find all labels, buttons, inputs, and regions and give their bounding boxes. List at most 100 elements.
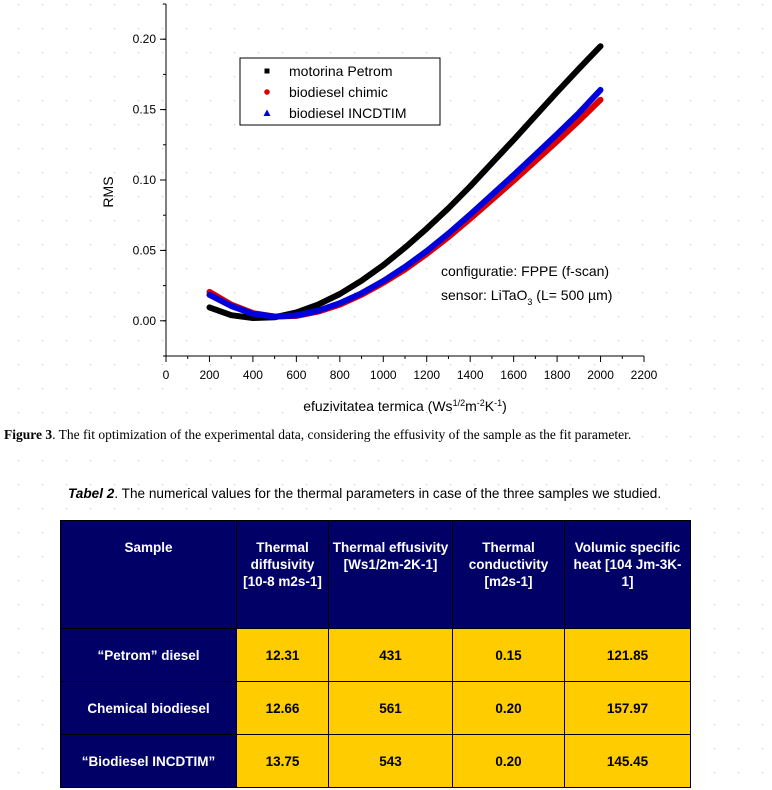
grid-dot bbox=[234, 172, 236, 174]
grid-dot bbox=[666, 268, 668, 270]
grid-dot bbox=[330, 148, 332, 150]
series-line-2 bbox=[206, 96, 604, 320]
grid-dot bbox=[114, 100, 116, 102]
grid-dot bbox=[570, 220, 572, 222]
grid-dot bbox=[282, 196, 284, 198]
grid-dot bbox=[258, 196, 260, 198]
grid-dot bbox=[714, 4, 716, 6]
grid-dot bbox=[90, 52, 92, 54]
grid-dot bbox=[186, 100, 188, 102]
grid-dot bbox=[138, 436, 140, 438]
grid-dot bbox=[738, 388, 740, 390]
grid-dot bbox=[330, 268, 332, 270]
grid-dot bbox=[546, 52, 548, 54]
grid-dot bbox=[162, 508, 164, 510]
grid-dot bbox=[642, 460, 644, 462]
grid-dot bbox=[66, 100, 68, 102]
grid-dot bbox=[666, 388, 668, 390]
grid-dot bbox=[114, 196, 116, 198]
grid-dot bbox=[690, 388, 692, 390]
grid-dot bbox=[426, 436, 428, 438]
grid-dot bbox=[138, 220, 140, 222]
grid-dot bbox=[330, 412, 332, 414]
grid-dot bbox=[354, 340, 356, 342]
grid-dot bbox=[378, 148, 380, 150]
chart-legend: motorina Petrom biodiesel chimic biodiesel… bbox=[263, 63, 406, 121]
grid-dot bbox=[210, 4, 212, 6]
grid-dot bbox=[354, 220, 356, 222]
grid-dot bbox=[762, 28, 764, 30]
grid-dot bbox=[258, 364, 260, 366]
grid-dot bbox=[594, 388, 596, 390]
header-thermal-conductivity: Thermal conductivity [m2s-1] bbox=[452, 520, 565, 629]
grid-dot bbox=[210, 172, 212, 174]
grid-dot bbox=[474, 124, 476, 126]
grid-dot bbox=[18, 220, 20, 222]
grid-dot bbox=[90, 508, 92, 510]
grid-dot bbox=[138, 388, 140, 390]
grid-dot bbox=[162, 268, 164, 270]
grid-dot bbox=[306, 508, 308, 510]
grid-dot bbox=[18, 244, 20, 246]
grid-dot bbox=[714, 340, 716, 342]
x-tick-label: 1600 bbox=[500, 368, 527, 382]
grid-dot bbox=[42, 148, 44, 150]
grid-dot bbox=[450, 244, 452, 246]
grid-dot bbox=[714, 292, 716, 294]
grid-dot bbox=[378, 316, 380, 318]
grid-dot bbox=[426, 52, 428, 54]
grid-dot bbox=[762, 76, 764, 78]
grid-dot bbox=[90, 484, 92, 486]
grid-dot bbox=[66, 52, 68, 54]
grid-dot bbox=[666, 28, 668, 30]
x-axis-label-part: ) bbox=[502, 398, 507, 414]
grid-dot bbox=[714, 460, 716, 462]
grid-dot bbox=[690, 76, 692, 78]
grid-dot bbox=[666, 76, 668, 78]
grid-dot bbox=[450, 484, 452, 486]
grid-dot bbox=[690, 556, 692, 558]
grid-dot bbox=[642, 436, 644, 438]
grid-dot bbox=[330, 340, 332, 342]
grid-dot bbox=[90, 316, 92, 318]
grid-dot bbox=[762, 388, 764, 390]
chart-annotation-sensor: sensor: LiTaO3 (L= 500 µm) bbox=[441, 287, 612, 307]
grid-dot bbox=[522, 52, 524, 54]
grid-dot bbox=[546, 508, 548, 510]
grid-dot bbox=[618, 124, 620, 126]
grid-dot bbox=[18, 148, 20, 150]
grid-dot bbox=[18, 700, 20, 702]
chart-tick-group: 0 200 400 600 800 1000 1200 1400 1600 1800 2000 220… bbox=[133, 3, 658, 382]
y-tick-label: 0.15 bbox=[133, 103, 157, 117]
grid-dot bbox=[354, 316, 356, 318]
grid-dot bbox=[690, 748, 692, 750]
grid-dot bbox=[522, 196, 524, 198]
legend-marker-triangle bbox=[263, 109, 271, 116]
grid-dot bbox=[282, 460, 284, 462]
table-row: “Biodiesel INCDTIM” 13.75 543 0.20 145.4… bbox=[60, 734, 691, 788]
grid-dot bbox=[738, 364, 740, 366]
grid-dot bbox=[378, 4, 380, 6]
cell-effusivity: 561 bbox=[328, 681, 453, 735]
grid-dot bbox=[522, 244, 524, 246]
grid-dot bbox=[474, 340, 476, 342]
grid-dot bbox=[42, 4, 44, 6]
grid-dot bbox=[762, 532, 764, 534]
grid-dot bbox=[282, 28, 284, 30]
grid-dot bbox=[738, 436, 740, 438]
grid-dot bbox=[618, 196, 620, 198]
grid-dot bbox=[114, 148, 116, 150]
grid-dot bbox=[18, 748, 20, 750]
x-axis-label: efuzivitatea termica (Ws1/2m-2K-1) bbox=[303, 398, 507, 414]
grid-dot bbox=[642, 268, 644, 270]
grid-dot bbox=[474, 508, 476, 510]
x-axis-label-part: -1 bbox=[494, 398, 502, 408]
x-tick-label: 400 bbox=[243, 368, 263, 382]
grid-dot bbox=[186, 148, 188, 150]
grid-dot bbox=[522, 124, 524, 126]
grid-dot bbox=[234, 220, 236, 222]
grid-dot bbox=[162, 52, 164, 54]
grid-dot bbox=[642, 124, 644, 126]
grid-dot bbox=[138, 508, 140, 510]
grid-dot bbox=[546, 4, 548, 6]
